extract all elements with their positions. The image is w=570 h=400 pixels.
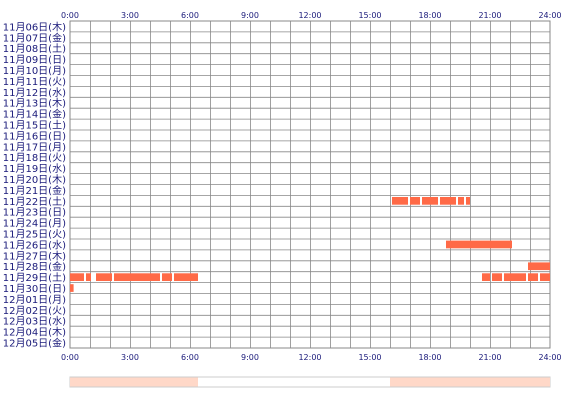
- row-label: 11月19日(水): [3, 163, 66, 175]
- x-tick-label: 18:00: [418, 11, 441, 20]
- x-tick-label: 3:00: [121, 353, 139, 362]
- row-label: 11月21日(金): [3, 184, 66, 197]
- x-tick-label: 9:00: [241, 353, 259, 362]
- row-label: 11月27日(木): [3, 250, 66, 262]
- activity-bar: [70, 273, 84, 281]
- row-label: 12月05日(金): [3, 337, 66, 350]
- row-label: 11月15日(土): [3, 119, 66, 132]
- row-label: 11月10日(月): [3, 65, 66, 77]
- x-tick-label: 0:00: [61, 11, 79, 20]
- summary-bar: [70, 377, 198, 387]
- x-tick-label: 24:00: [538, 11, 561, 20]
- activity-bar: [446, 240, 512, 249]
- activity-bar: [440, 197, 456, 205]
- x-tick-label: 3:00: [121, 11, 139, 20]
- x-tick-label: 6:00: [181, 353, 199, 362]
- x-tick-label: 0:00: [61, 353, 79, 362]
- x-tick-label: 9:00: [241, 11, 259, 20]
- x-tick-label: 21:00: [478, 11, 501, 20]
- row-label: 11月12日(水): [3, 87, 66, 99]
- row-label: 11月26日(水): [3, 239, 66, 251]
- bottom-tick-labels: 0:00 3:00 6:00 9:00 12:00 15:00 18:00 21:00 24:0…: [61, 353, 562, 362]
- row-label: 12月02日(火): [3, 305, 66, 317]
- row-label: 11月17日(月): [3, 141, 66, 153]
- row-label: 11月06日(木): [3, 21, 66, 33]
- row-label: 12月03日(水): [3, 316, 66, 328]
- x-tick-label: 6:00: [181, 11, 199, 20]
- row-label: 11月09日(日): [3, 54, 66, 66]
- x-tick-label: 12:00: [298, 353, 321, 362]
- activity-bar: [70, 284, 74, 292]
- activity-bar: [174, 273, 198, 281]
- activity-bar: [422, 197, 438, 205]
- row-label: 11月16日(日): [3, 130, 66, 142]
- activity-bar: [492, 273, 502, 281]
- x-tick-label: 18:00: [418, 353, 441, 362]
- row-label: 11月07日(金): [3, 31, 66, 44]
- row-label: 12月01日(月): [3, 294, 66, 306]
- top-tick-labels: 0:00 3:00 6:00 9:00 12:00 15:00 18:00 21:00 24:0…: [61, 11, 562, 20]
- row-label: 11月22日(土): [3, 195, 66, 208]
- row-label: 11月11日(火): [3, 76, 66, 88]
- activity-bar: [540, 273, 550, 281]
- row-label: 11月08日(土): [3, 42, 66, 55]
- activity-bars: [70, 197, 550, 292]
- row-label: 11月28日(金): [3, 260, 66, 273]
- x-tick-label: 15:00: [358, 353, 381, 362]
- activity-bar: [114, 273, 160, 281]
- summary-strip: [69, 376, 551, 388]
- activity-bar: [482, 273, 490, 281]
- row-label: 11月24日(月): [3, 218, 66, 230]
- row-label: 11月25日(火): [3, 229, 66, 241]
- row-label: 11月18日(火): [3, 152, 66, 164]
- row-label: 11月23日(日): [3, 207, 66, 219]
- x-tick-label: 12:00: [298, 11, 321, 20]
- activity-bar: [504, 273, 526, 281]
- activity-bar: [528, 273, 538, 281]
- activity-bar: [162, 273, 172, 281]
- activity-bar: [86, 273, 91, 281]
- activity-bar: [458, 197, 464, 205]
- activity-bar: [466, 197, 470, 205]
- row-label: 11月30日(日): [3, 283, 66, 295]
- activity-bar: [410, 197, 420, 205]
- row-label: 11月29日(土): [3, 271, 66, 284]
- x-tick-label: 21:00: [478, 353, 501, 362]
- summary-bar: [390, 377, 550, 387]
- row-label: 11月13日(木): [3, 98, 66, 110]
- activity-bar: [392, 197, 408, 205]
- row-label: 11月20日(木): [3, 174, 66, 186]
- x-tick-label: 24:00: [538, 353, 561, 362]
- grid: [69, 20, 551, 349]
- x-tick-label: 15:00: [358, 11, 381, 20]
- row-label: 12月04日(木): [3, 327, 66, 339]
- activity-bar: [528, 262, 550, 271]
- row-label: 11月14日(金): [3, 108, 66, 121]
- activity-bar: [96, 273, 112, 281]
- row-labels: 11月06日(木)11月07日(金)11月08日(土)11月09日(日)11月1…: [3, 21, 66, 349]
